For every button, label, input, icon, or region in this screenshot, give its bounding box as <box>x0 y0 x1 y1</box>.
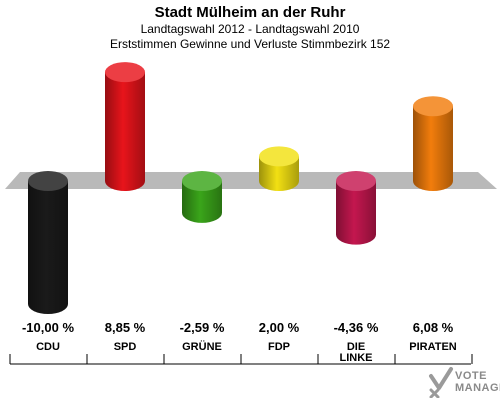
value-label: 6,08 % <box>413 320 454 335</box>
category-label: SPD <box>114 341 137 353</box>
bar-cap <box>105 62 145 83</box>
category-label: GRÜNE <box>182 340 222 353</box>
value-labels-layer: -10,00 % 8,85 % -2,59 % 2,00 % -4,36 % 6,08 % <box>22 320 454 335</box>
chart-subtitle-line2: Erststimmen Gewinne und Verluste Stimmbe… <box>109 37 391 51</box>
bar-body <box>105 72 145 191</box>
category-label: LINKE <box>340 352 373 364</box>
bar-fdp <box>259 146 299 191</box>
bar-die-linke <box>336 171 376 245</box>
bar-body <box>336 181 376 245</box>
bar-piraten <box>413 96 453 191</box>
category-label: PIRATEN <box>409 341 457 353</box>
chart-title-block: Stadt Mülheim an der Ruhr Landtagswahl 2… <box>0 3 500 52</box>
bar-body <box>413 106 453 191</box>
chart-title: Stadt Mülheim an der Ruhr <box>154 4 346 21</box>
bar-cap <box>28 171 68 191</box>
category-label: CDU <box>36 341 60 353</box>
bar-spd <box>105 62 145 191</box>
bars-layer <box>28 62 453 314</box>
category-label: DIE <box>347 341 365 353</box>
watermark-text-line1: VOTE <box>455 370 487 382</box>
vote-manager-logo-icon <box>429 367 453 398</box>
bar-cap <box>182 171 222 191</box>
value-label: 8,85 % <box>105 320 146 335</box>
bar-cap <box>413 96 453 117</box>
bar-body <box>182 181 222 223</box>
bar-body <box>28 181 68 314</box>
bar-cap <box>259 146 299 167</box>
bar-cdu <box>28 171 68 314</box>
value-label: -10,00 % <box>22 320 74 335</box>
chart-subtitle-line1: Landtagswahl 2012 - Landtagswahl 2010 <box>140 22 360 36</box>
value-label: 2,00 % <box>259 320 300 335</box>
bar-cap <box>336 171 376 191</box>
value-label: -4,36 % <box>334 320 379 335</box>
category-label: FDP <box>268 341 290 353</box>
vote-manager-watermark: VOTE MANAGER <box>428 366 500 398</box>
bar-grüne <box>182 171 222 223</box>
category-axis <box>9 354 473 365</box>
watermark-text-line2: MANAGER <box>455 382 500 394</box>
value-label: -2,59 % <box>180 320 225 335</box>
